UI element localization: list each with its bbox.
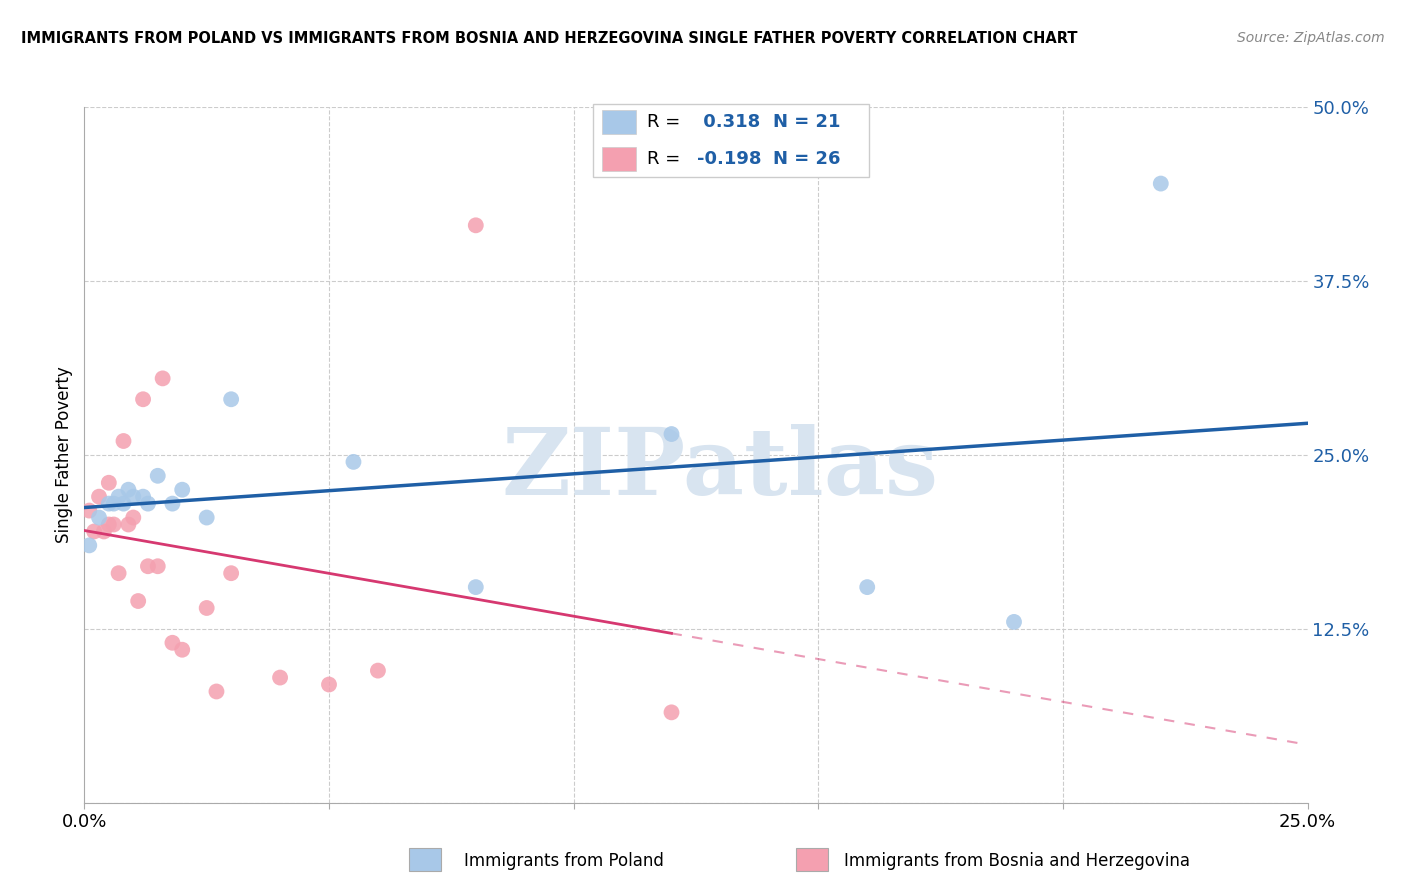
Point: [318, 677, 340, 691]
Point: [146, 468, 169, 483]
Point: [856, 580, 879, 594]
Text: R =: R =: [647, 150, 681, 168]
Point: [152, 371, 174, 385]
Text: ZIPatlas: ZIPatlas: [502, 424, 939, 514]
Y-axis label: Single Father Poverty: Single Father Poverty: [55, 367, 73, 543]
Point: [127, 594, 149, 608]
Point: [162, 636, 184, 650]
Point: [146, 559, 169, 574]
Text: 0.318: 0.318: [697, 113, 761, 131]
Point: [195, 601, 218, 615]
Point: [77, 538, 100, 552]
Point: [172, 483, 194, 497]
Point: [136, 559, 159, 574]
Point: [661, 706, 683, 720]
Point: [136, 497, 159, 511]
Point: [464, 580, 486, 594]
Point: [107, 566, 129, 581]
Point: [1150, 177, 1173, 191]
Point: [205, 684, 228, 698]
Point: [112, 434, 135, 448]
FancyBboxPatch shape: [602, 111, 636, 135]
Text: -0.198: -0.198: [697, 150, 762, 168]
Point: [112, 497, 135, 511]
Point: [269, 671, 291, 685]
Text: IMMIGRANTS FROM POLAND VS IMMIGRANTS FROM BOSNIA AND HERZEGOVINA SINGLE FATHER P: IMMIGRANTS FROM POLAND VS IMMIGRANTS FRO…: [21, 31, 1077, 46]
Point: [77, 503, 100, 517]
FancyBboxPatch shape: [593, 104, 869, 177]
Point: [117, 483, 139, 497]
Point: [93, 524, 115, 539]
Point: [103, 497, 125, 511]
Point: [162, 497, 184, 511]
Point: [103, 517, 125, 532]
Point: [172, 642, 194, 657]
Point: [219, 392, 242, 407]
Point: [97, 497, 120, 511]
Text: Immigrants from Bosnia and Herzegovina: Immigrants from Bosnia and Herzegovina: [844, 852, 1189, 870]
Point: [342, 455, 364, 469]
Point: [83, 524, 105, 539]
Point: [219, 566, 242, 581]
FancyBboxPatch shape: [602, 146, 636, 171]
Point: [132, 392, 155, 407]
Point: [464, 219, 486, 233]
Point: [367, 664, 389, 678]
Point: [87, 490, 110, 504]
Point: [97, 517, 120, 532]
Point: [87, 510, 110, 524]
FancyBboxPatch shape: [409, 848, 441, 871]
Text: Immigrants from Poland: Immigrants from Poland: [464, 852, 664, 870]
Point: [122, 510, 145, 524]
FancyBboxPatch shape: [796, 848, 828, 871]
Point: [117, 517, 139, 532]
Point: [661, 427, 683, 442]
Text: N = 21: N = 21: [773, 113, 841, 131]
Point: [107, 490, 129, 504]
Text: Source: ZipAtlas.com: Source: ZipAtlas.com: [1237, 31, 1385, 45]
Text: R =: R =: [647, 113, 681, 131]
Point: [97, 475, 120, 490]
Point: [122, 490, 145, 504]
Point: [1002, 615, 1025, 629]
Point: [195, 510, 218, 524]
Point: [132, 490, 155, 504]
Text: N = 26: N = 26: [773, 150, 841, 168]
